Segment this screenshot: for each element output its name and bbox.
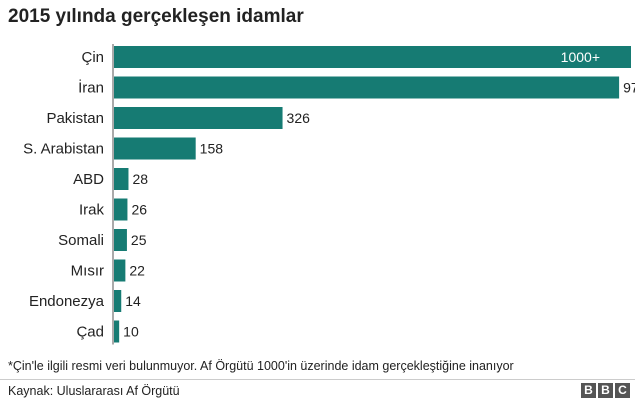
value-label: 977: [623, 80, 635, 96]
bbc-logo-letter: C: [615, 383, 630, 398]
bar: [114, 198, 128, 221]
footnote: *Çin'le ilgili resmi veri bulunmuyor. Af…: [8, 359, 514, 373]
bar: [114, 76, 620, 99]
category-label: Endonezya: [29, 293, 105, 310]
value-label: 326: [287, 110, 311, 126]
footer-divider: [0, 379, 635, 380]
bar-chart: Çin 1000+ İran 977 Pakistan 326 S. Arabistan 15…: [23, 44, 635, 345]
category-label: ABD: [73, 171, 104, 188]
value-label: 26: [131, 202, 147, 218]
category-label: S. Arabistan: [23, 141, 104, 158]
bbc-logo-letter: B: [598, 383, 613, 398]
bar: [114, 259, 126, 282]
bbc-logo: B B C: [581, 383, 630, 398]
bar: [114, 168, 129, 190]
category-label: Mısır: [71, 263, 104, 280]
category-label: İran: [78, 79, 104, 97]
value-label: 28: [132, 171, 148, 187]
value-label: 10: [123, 324, 139, 340]
value-label: 22: [129, 263, 145, 279]
bar: [114, 229, 127, 251]
category-label: Çad: [76, 324, 104, 341]
bbc-logo-letter: B: [581, 383, 596, 398]
category-label: Irak: [79, 202, 105, 219]
category-label: Somali: [58, 232, 104, 249]
source-note: Kaynak: Uluslararası Af Örgütü: [8, 384, 180, 398]
value-label: 14: [125, 293, 141, 309]
category-label: Pakistan: [46, 110, 104, 127]
value-label: 1000+: [561, 49, 600, 65]
bar: [114, 107, 283, 129]
category-label: Çin: [81, 49, 104, 66]
bar: [114, 290, 122, 312]
chart-title: 2015 yılında gerçekleşen idamlar: [8, 6, 304, 27]
value-label: 25: [131, 232, 147, 248]
bar: [114, 46, 631, 68]
bar: [114, 137, 196, 160]
bar: [114, 320, 120, 343]
value-label: 158: [200, 141, 224, 157]
